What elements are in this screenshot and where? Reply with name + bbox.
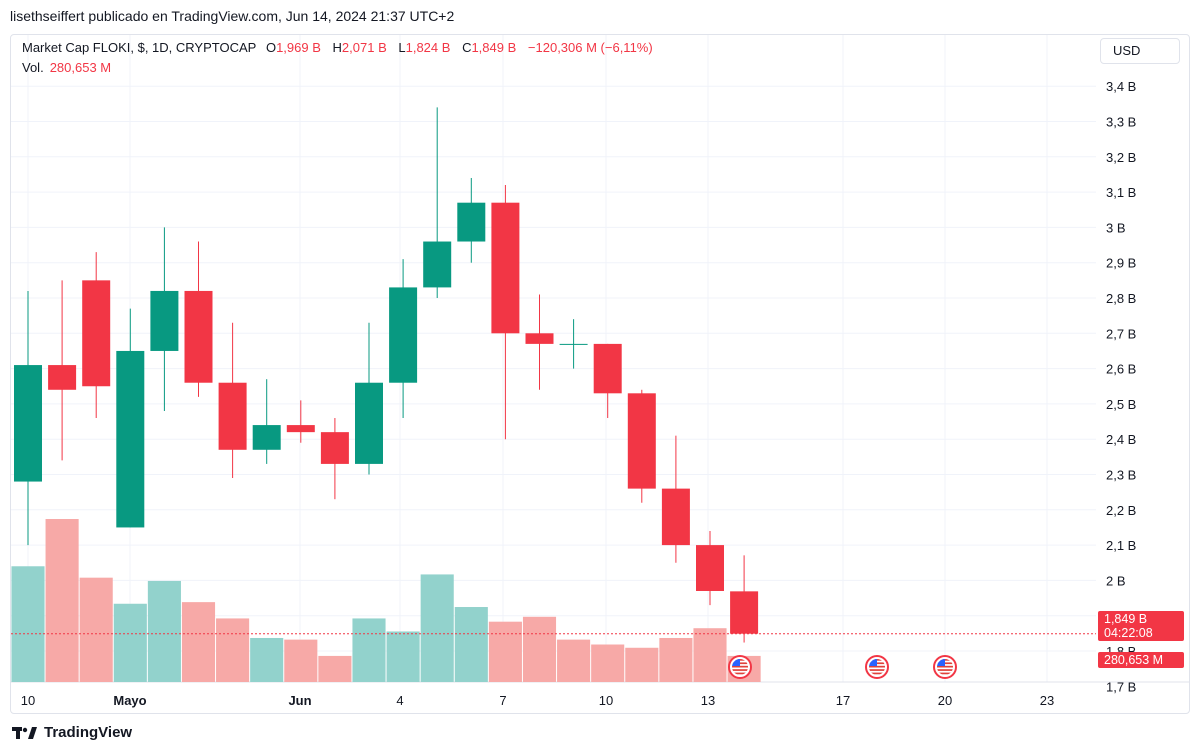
volume-bar [318,655,352,682]
open-label: O [265,40,277,55]
us-flag-icon[interactable] [865,655,889,679]
x-tick-label: 23 [1040,693,1054,708]
candle-body [423,241,452,288]
x-tick-label: 10 [599,693,613,708]
close-value: 1,849 B [471,40,517,55]
volume-bar [79,577,113,682]
volume-bar [216,618,250,682]
volume-bar [557,639,591,682]
us-flag-icon[interactable] [933,655,957,679]
ohlc-legend: Market Cap FLOKI, $, 1D, CRYPTOCAP O1,96… [22,40,661,55]
candle-body [184,290,213,383]
volume-bar [386,631,420,682]
high-value: 2,071 B [341,40,387,55]
candle-body [150,290,179,351]
volume-price-tag: 280,653 M [1098,652,1184,668]
last-price-tag: 1,849 B 04:22:08 [1098,611,1184,641]
volume-label[interactable]: Vol. [22,60,44,75]
candle-body [389,287,418,383]
volume-bar [591,644,625,682]
low-value: 1,824 B [405,40,451,55]
x-tick-label: 20 [938,693,952,708]
candle-body [82,280,111,387]
volume-bar [454,607,488,682]
volume-bar [488,621,522,682]
chart-frame [10,34,1190,714]
y-tick-label: 2,1 B [1106,538,1136,553]
candle-body [320,432,349,464]
volume-bar [113,603,147,682]
volume-bar [625,647,659,682]
candle-body [593,343,622,394]
y-tick-label: 3,3 B [1106,115,1136,130]
y-tick-label: 3,2 B [1106,150,1136,165]
candle-body [286,425,315,433]
y-tick-label: 2,5 B [1106,397,1136,412]
volume-bar [284,639,318,682]
y-tick-label: 3,1 B [1106,185,1136,200]
y-tick-label: 2,4 B [1106,432,1136,447]
candle-body [116,350,145,528]
candle-body [525,333,554,344]
y-tick-label: 2,3 B [1106,468,1136,483]
y-tick-label: 2,2 B [1106,503,1136,518]
us-flag-icon[interactable] [728,655,752,679]
close-label: C [462,40,472,55]
volume-bar [147,580,181,682]
candle-body [491,202,520,334]
volume-bar [693,628,727,682]
volume-bar [181,602,216,682]
y-tick-label: 2 B [1106,573,1126,588]
low-label: L [398,40,406,55]
volume-bar [352,618,386,682]
symbol-label[interactable]: Market Cap FLOKI, $, 1D, CRYPTOCAP [22,40,257,55]
candle-body [252,425,281,450]
candle-body [627,393,656,489]
volume-value: 280,653 M [49,60,112,75]
y-tick-label: 2,6 B [1106,362,1136,377]
volume-bar [522,616,557,682]
publisher-line: lisethseiffert publicado en TradingView.… [10,8,455,24]
x-tick-label: 7 [499,693,506,708]
tradingview-logo-icon [12,726,37,739]
y-tick-label: 3 B [1106,220,1126,235]
volume-bar [659,637,693,682]
volume-bar [420,574,454,682]
candle-body [661,488,690,546]
y-tick-label: 2,9 B [1106,256,1136,271]
tradingview-wordmark: TradingView [44,724,133,741]
bar-countdown: 04:22:08 [1104,626,1153,640]
candle-body [730,591,759,634]
x-tick-label: Jun [288,693,311,708]
volume-bar [250,637,284,682]
y-tick-label: 2,8 B [1106,291,1136,306]
x-tick-label: 17 [836,693,850,708]
change-value: −120,306 M (−6,11%) [527,40,653,55]
currency-button[interactable]: USD [1100,38,1180,64]
candle-body [48,365,77,390]
open-value: 1,969 B [276,40,321,55]
volume-bar [45,519,79,682]
candle-body [696,545,724,591]
x-tick-label: Mayo [113,693,146,708]
volume-legend: Vol. 280,653 M [22,60,111,75]
candle-body [355,382,383,464]
volume-bar [11,566,45,682]
x-tick-label: 10 [21,693,35,708]
last-price-value: 1,849 B [1104,612,1148,626]
candle-body [457,202,486,242]
y-tick-label: 3,4 B [1106,79,1136,94]
high-label: H [332,40,342,55]
x-tick-label: 13 [701,693,715,708]
candle-body [14,365,42,482]
x-tick-label: 4 [396,693,403,708]
candle-body [218,382,247,450]
candle-body [559,343,588,345]
y-tick-label: 2,7 B [1106,326,1136,341]
footer-brand[interactable]: TradingView [12,724,132,741]
y-tick-label: 1,7 B [1106,679,1136,694]
